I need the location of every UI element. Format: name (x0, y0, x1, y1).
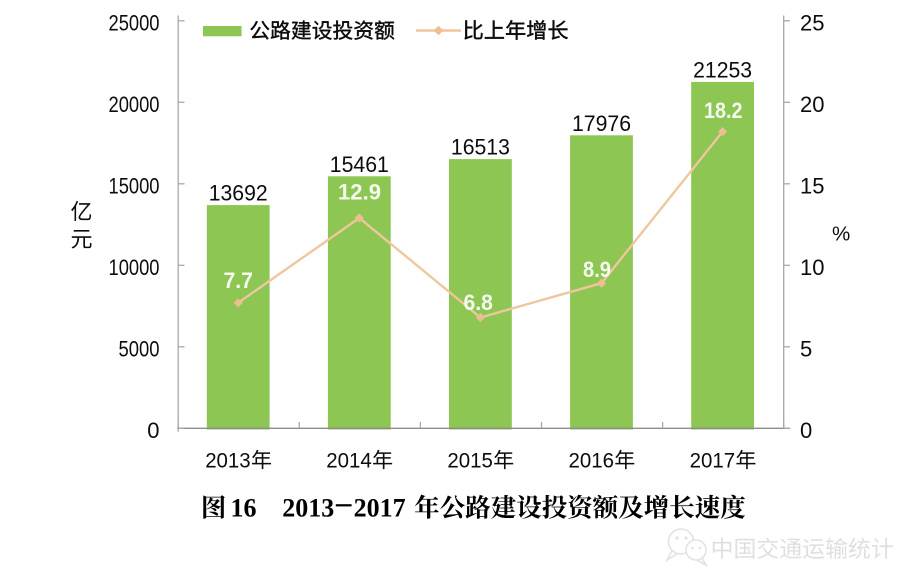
svg-text:2014: 2014 (326, 450, 372, 473)
svg-text:10000: 10000 (109, 255, 160, 280)
svg-text:17976: 17976 (572, 111, 631, 136)
svg-text:2016: 2016 (569, 450, 615, 473)
svg-text:20000: 20000 (109, 92, 160, 117)
svg-text:10: 10 (800, 255, 824, 280)
svg-text:2017: 2017 (354, 494, 406, 523)
svg-text:12.9: 12.9 (338, 180, 381, 205)
svg-text:6.8: 6.8 (463, 290, 493, 315)
svg-text:0: 0 (800, 418, 812, 443)
svg-text:0: 0 (147, 418, 159, 443)
svg-text:13692: 13692 (209, 181, 268, 206)
svg-text:15461: 15461 (330, 152, 389, 177)
svg-text:2013: 2013 (282, 494, 334, 523)
svg-text:20: 20 (800, 92, 824, 117)
svg-text:2017: 2017 (690, 450, 736, 473)
svg-text:8.9: 8.9 (583, 257, 611, 282)
svg-text:5000: 5000 (119, 336, 160, 361)
svg-text:15000: 15000 (109, 173, 160, 198)
svg-text:2015: 2015 (447, 450, 493, 473)
svg-text:16: 16 (231, 494, 257, 523)
svg-text:16513: 16513 (451, 135, 510, 160)
svg-text:25000: 25000 (109, 10, 160, 35)
svg-text:%: % (832, 223, 850, 246)
svg-text:18.2: 18.2 (704, 98, 743, 123)
svg-text:25: 25 (800, 10, 824, 35)
svg-text:5: 5 (800, 336, 812, 361)
svg-text:2013: 2013 (205, 450, 251, 473)
svg-text:7.7: 7.7 (223, 268, 253, 293)
svg-text:21253: 21253 (693, 58, 752, 83)
svg-text:15: 15 (800, 173, 824, 198)
